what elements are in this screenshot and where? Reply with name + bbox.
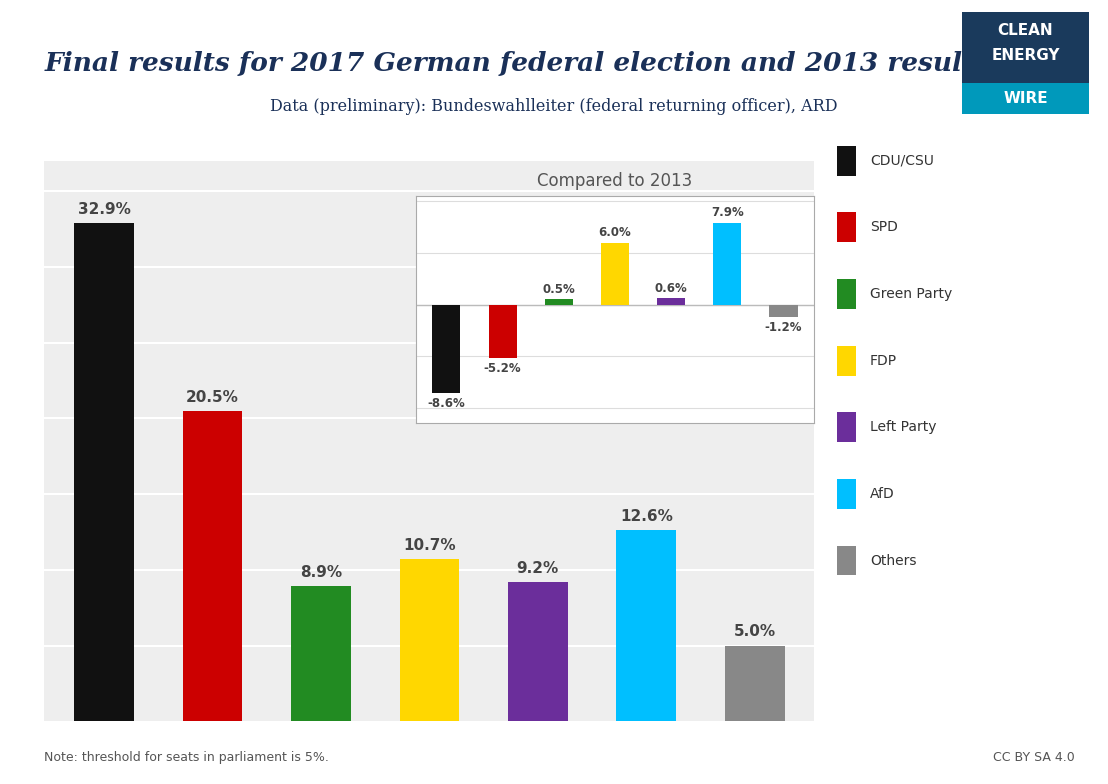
Text: AfD: AfD xyxy=(870,487,894,501)
Text: CLEAN: CLEAN xyxy=(997,23,1054,38)
Bar xyxy=(769,304,798,317)
Text: 10.7%: 10.7% xyxy=(403,538,455,554)
Bar xyxy=(657,299,685,304)
Title: Compared to 2013: Compared to 2013 xyxy=(537,172,692,191)
Bar xyxy=(714,223,741,304)
Bar xyxy=(291,586,351,721)
Text: 5.0%: 5.0% xyxy=(733,625,776,640)
Text: Left Party: Left Party xyxy=(870,420,936,434)
Bar xyxy=(725,645,784,721)
Text: 12.6%: 12.6% xyxy=(619,510,673,524)
Text: 6.0%: 6.0% xyxy=(598,226,632,239)
Text: Data (preliminary): Bundeswahlleiter (federal returning officer), ARD: Data (preliminary): Bundeswahlleiter (fe… xyxy=(270,98,838,115)
Text: 20.5%: 20.5% xyxy=(186,390,239,405)
Text: CDU/CSU: CDU/CSU xyxy=(870,154,934,168)
Bar xyxy=(183,411,243,721)
Text: Final results for 2017 German federal election and 2013 result.: Final results for 2017 German federal el… xyxy=(44,51,984,76)
Bar xyxy=(489,304,516,358)
Bar xyxy=(74,223,134,721)
Text: ENERGY: ENERGY xyxy=(992,48,1059,63)
Text: FDP: FDP xyxy=(870,354,896,368)
Text: 32.9%: 32.9% xyxy=(78,201,131,217)
Text: Note: threshold for seats in parliament is 5%.: Note: threshold for seats in parliament … xyxy=(44,751,329,764)
Text: WIRE: WIRE xyxy=(1003,91,1048,106)
Text: 0.5%: 0.5% xyxy=(543,283,575,296)
Text: -5.2%: -5.2% xyxy=(484,362,522,375)
Text: 0.6%: 0.6% xyxy=(655,281,687,295)
Text: Green Party: Green Party xyxy=(870,287,952,301)
Text: -8.6%: -8.6% xyxy=(428,397,465,410)
Text: 9.2%: 9.2% xyxy=(516,561,558,575)
Bar xyxy=(507,582,567,721)
Text: -1.2%: -1.2% xyxy=(765,321,802,333)
Bar xyxy=(616,531,676,721)
Bar xyxy=(400,559,459,721)
Bar xyxy=(601,242,629,304)
Text: 7.9%: 7.9% xyxy=(711,206,743,220)
Text: CC BY SA 4.0: CC BY SA 4.0 xyxy=(993,751,1075,764)
Text: 8.9%: 8.9% xyxy=(300,565,342,580)
Bar xyxy=(545,299,573,304)
Text: Others: Others xyxy=(870,554,916,568)
Bar xyxy=(432,304,461,394)
Text: SPD: SPD xyxy=(870,220,897,234)
